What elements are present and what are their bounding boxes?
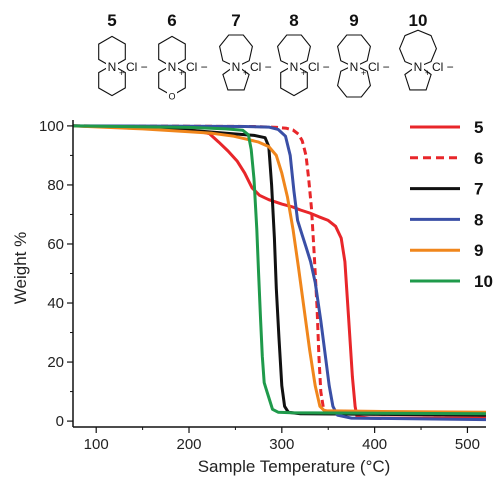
- y-tick-label: 0: [56, 413, 64, 430]
- series-line-9: [73, 124, 486, 414]
- compound-label: 10: [409, 11, 428, 30]
- atom-backdrop: [106, 59, 118, 72]
- charge-plus: +: [361, 68, 366, 78]
- structure-9: 9 N + Cl −: [337, 11, 390, 98]
- structure-7: 7 N + Cl −: [219, 11, 272, 91]
- legend-label-6: 6: [474, 149, 483, 168]
- legend-label-7: 7: [474, 180, 483, 199]
- compound-label: 5: [107, 11, 116, 30]
- series-group: [73, 124, 486, 422]
- atom-backdrop: [412, 59, 424, 72]
- charge-plus: +: [243, 68, 248, 78]
- counterion-label: Cl −: [186, 60, 208, 74]
- nitrogen-atom: N: [414, 60, 423, 74]
- counterion-label: Cl −: [126, 60, 148, 74]
- y-tick-label: 60: [47, 236, 64, 253]
- atom-backdrop: [348, 59, 360, 72]
- legend: 5 6 7 8 9 10: [410, 118, 493, 291]
- x-tick-label: 200: [176, 436, 201, 453]
- x-tick-label: 400: [362, 436, 387, 453]
- charge-plus: +: [179, 68, 184, 78]
- compound-label: 7: [231, 11, 240, 30]
- ring-upper: [98, 35, 126, 68]
- atom-backdrop: [288, 59, 300, 72]
- counterion-label: Cl −: [368, 60, 390, 74]
- y-axis-label: Weight %: [11, 232, 30, 304]
- legend-label-10: 10: [474, 272, 493, 291]
- counterion-label: Cl −: [308, 60, 330, 74]
- legend-label-5: 5: [474, 118, 483, 137]
- x-axis-label: Sample Temperature (°C): [198, 457, 391, 476]
- x-tick-label: 300: [269, 436, 294, 453]
- structure-5: 5 N + Cl −: [98, 11, 148, 97]
- y-tick-label: 40: [47, 295, 64, 312]
- charge-plus: +: [425, 68, 430, 78]
- nitrogen-atom: N: [108, 60, 117, 74]
- counterion-label: Cl −: [250, 60, 272, 74]
- ring-upper: [158, 35, 186, 68]
- y-tick-label: 80: [47, 177, 64, 194]
- plot-area: [73, 124, 486, 422]
- ring-lower: [337, 64, 371, 98]
- nitrogen-atom: N: [290, 60, 299, 74]
- ring-upper: [277, 34, 311, 68]
- structure-6: 6 N + O Cl −: [158, 11, 208, 102]
- ring-upper: [219, 34, 253, 68]
- structures-row: 5N + Cl −6N +OCl −7N + Cl −8N + Cl −9N + Cl −10N +…: [98, 11, 454, 102]
- ring-lower: [280, 64, 308, 97]
- compound-label: 6: [167, 11, 176, 30]
- axes: 100 200 300 400 500 0 20 40 60 80 100: [39, 118, 486, 453]
- structure-8: 8 N + Cl −: [277, 11, 330, 97]
- atom-backdrop: [166, 59, 178, 72]
- legend-label-8: 8: [474, 210, 483, 229]
- compound-label: 9: [349, 11, 358, 30]
- y-tick-label: 100: [39, 118, 64, 135]
- series-line-10: [73, 124, 486, 416]
- structure-10: 10 N + Cl −: [399, 11, 454, 91]
- charge-plus: +: [119, 68, 124, 78]
- x-tick-label: 100: [84, 436, 109, 453]
- legend-label-9: 9: [474, 241, 483, 260]
- ring-upper: [399, 29, 437, 68]
- x-tick-label: 500: [455, 436, 480, 453]
- counterion-label: Cl −: [432, 60, 454, 74]
- y-tick-label: 20: [47, 354, 64, 371]
- atom-backdrop: [167, 89, 177, 102]
- nitrogen-atom: N: [232, 60, 241, 74]
- oxygen-atom: O: [168, 92, 175, 102]
- charge-plus: +: [301, 68, 306, 78]
- ring-lower: [404, 64, 432, 91]
- nitrogen-atom: N: [168, 60, 177, 74]
- atom-backdrop: [230, 59, 242, 72]
- series-line-8: [73, 124, 486, 422]
- nitrogen-atom: N: [350, 60, 359, 74]
- ring-lower: [98, 64, 126, 97]
- ring-upper: [337, 34, 371, 68]
- compound-label: 8: [289, 11, 298, 30]
- ring-lower: [222, 64, 250, 91]
